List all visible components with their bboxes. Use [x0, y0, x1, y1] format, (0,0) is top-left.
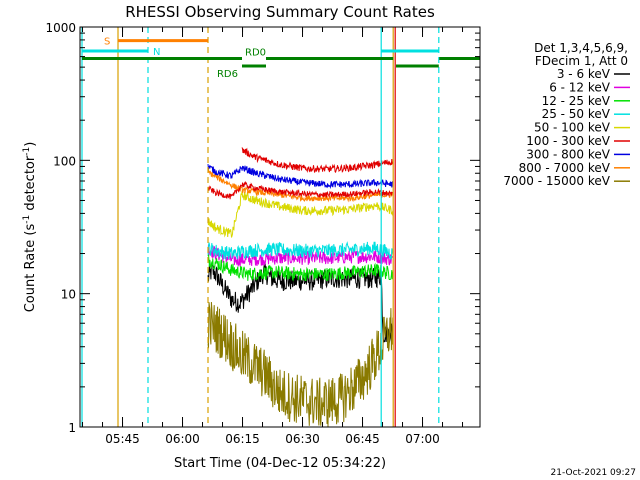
series-line — [207, 244, 394, 268]
y-tick-label: 1000 — [45, 21, 76, 35]
series-line — [241, 147, 394, 173]
flag-label: RD6 — [217, 69, 238, 80]
x-tick-label: 06:30 — [285, 432, 320, 446]
series-line — [207, 190, 394, 238]
x-tick-label: 06:45 — [345, 432, 380, 446]
legend-entry-label: 3 - 6 keV — [557, 67, 611, 81]
chart-title: RHESSI Observing Summary Count Rates — [125, 3, 435, 21]
y-axis-label-mid: detector — [23, 155, 38, 215]
legend-entry-label: 12 - 25 keV — [542, 94, 611, 108]
legend-entry-label: 7000 - 15000 keV — [503, 174, 610, 188]
flag-label: RD0 — [245, 48, 266, 59]
series-line — [207, 241, 394, 261]
series-line — [207, 254, 394, 282]
legend-entry-label: 800 - 7000 keV — [519, 161, 611, 175]
series-line — [207, 301, 394, 427]
y-tick-label: 100 — [53, 154, 76, 168]
x-tick-label: 07:00 — [405, 432, 440, 446]
y-axis: 1 10 100 1000 — [45, 21, 480, 435]
y-tick-label: 1 — [68, 421, 76, 435]
plot-marks: S N RD0 RD6 — [81, 27, 480, 427]
y-axis-label: Count Rate (s-1 detector-1) — [22, 142, 38, 313]
footer-timestamp: 21-Oct-2021 09:27 — [551, 468, 636, 478]
plot-area — [81, 27, 480, 427]
flag-label: S — [104, 37, 110, 48]
legend-header-line-2: FDecim 1, Att 0 — [535, 54, 628, 68]
legend-entry-label: 50 - 100 keV — [534, 121, 611, 135]
x-tick-label: 06:15 — [225, 432, 260, 446]
series-line — [207, 164, 394, 190]
y-tick-label: 10 — [61, 288, 76, 302]
plot-frame — [79, 26, 481, 428]
x-tick-label: 05:45 — [105, 432, 140, 446]
y-axis-label-end: ) — [23, 142, 38, 147]
legend-entry-label: 25 - 50 keV — [542, 107, 611, 121]
x-axis: 05:45 06:00 06:15 06:30 06:45 07:00 — [82, 27, 464, 446]
series-line — [207, 168, 393, 203]
legend-entry-label: 300 - 800 keV — [526, 147, 610, 161]
legend-entry-label: 6 - 12 keV — [549, 80, 611, 94]
y-axis-label-main: Count Rate (s — [23, 224, 38, 313]
flag-label: N — [153, 47, 160, 58]
legend: Det 1,3,4,5,6,9, FDecim 1, Att 0 3 - 6 k… — [503, 41, 630, 188]
series-line — [207, 180, 394, 200]
x-axis-label: Start Time (04-Dec-12 05:34:22) — [174, 456, 386, 471]
legend-entry-label: 100 - 300 keV — [526, 134, 610, 148]
y-axis-label-sup1: -1 — [22, 215, 32, 224]
x-tick-label: 06:00 — [165, 432, 200, 446]
legend-header-line-1: Det 1,3,4,5,6,9, — [534, 41, 628, 55]
y-axis-label-sup2: -1 — [22, 147, 32, 156]
